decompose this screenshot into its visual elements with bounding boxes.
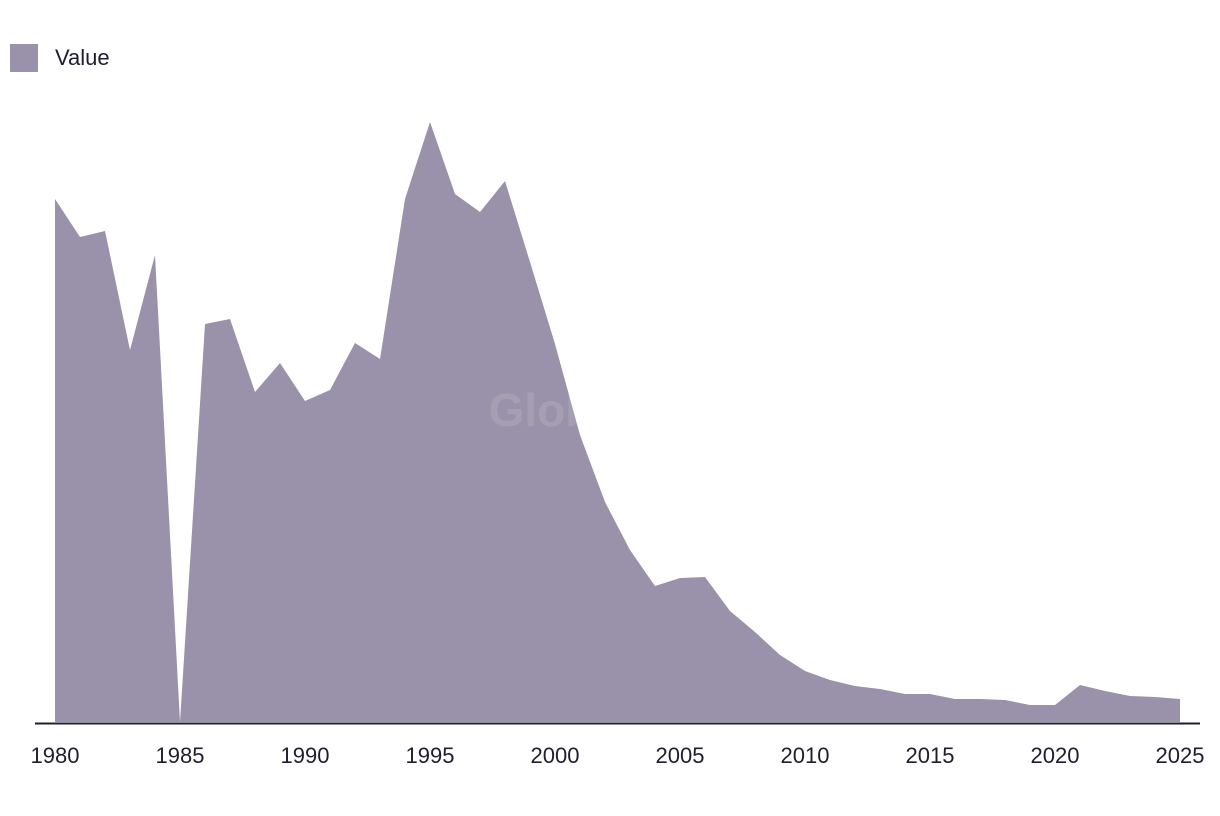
x-tick-label: 1980 — [31, 743, 80, 768]
x-tick-label: 2020 — [1031, 743, 1080, 768]
x-tick-label: 2025 — [1156, 743, 1205, 768]
x-tick-label: 2015 — [906, 743, 955, 768]
area-series-0 — [55, 122, 1180, 722]
legend-swatch — [10, 44, 38, 72]
x-tick-label: 2000 — [531, 743, 580, 768]
x-tick-label: 2005 — [656, 743, 705, 768]
watermark: GlobalData — [489, 384, 732, 436]
x-tick-label: 2010 — [781, 743, 830, 768]
x-tick-label: 1995 — [406, 743, 455, 768]
legend-label: Value — [55, 45, 110, 70]
x-tick-label: 1990 — [281, 743, 330, 768]
legend: Value — [10, 44, 110, 72]
x-tick-label: 1985 — [156, 743, 205, 768]
